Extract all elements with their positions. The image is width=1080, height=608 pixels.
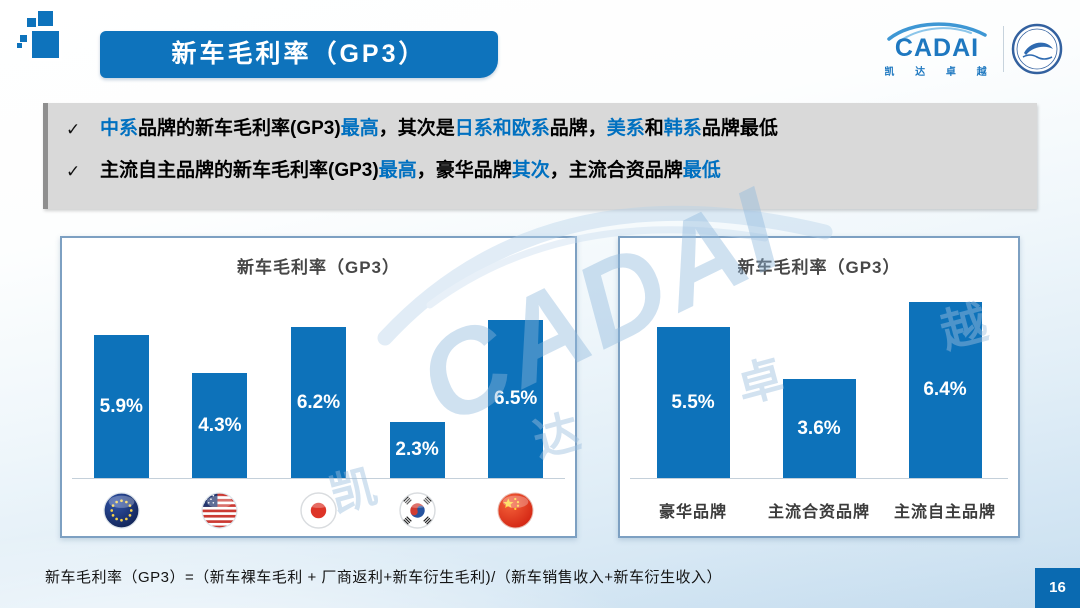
bullet-list: ✓ 中系品牌的新车毛利率(GP3)最高，其次是日系和欧系品牌，美系和韩系品牌最低 ✓… — [48, 103, 1037, 185]
eu-flag-icon — [103, 491, 140, 529]
org-badge-icon — [1011, 23, 1063, 75]
bullet-item: ✓ 中系品牌的新车毛利率(GP3)最高，其次是日系和欧系品牌，美系和韩系品牌最低 — [66, 116, 1019, 143]
chart-plot: 5.9% 4.3% 6.2% 2.3% 6.5% — [72, 282, 565, 479]
chart-plot: 5.5% 3.6% 6.4% — [630, 282, 1008, 479]
bar-日系: 6.2% — [290, 327, 346, 478]
bar-美系: 4.3% — [192, 373, 248, 478]
slide-title: 新车毛利率（GP3） — [171, 40, 427, 68]
bar-value-label: 2.3% — [395, 439, 439, 460]
bar-主流自主品牌: 6.4% — [908, 302, 982, 478]
logo-brand-cn-text: 凯 达 卓 越 — [884, 67, 996, 78]
bar-value-label: 6.4% — [923, 379, 967, 400]
cadai-logo: CADAI 凯 达 卓 越 — [878, 18, 996, 80]
key-findings-box: ✓ 中系品牌的新车毛利率(GP3)最高，其次是日系和欧系品牌，美系和韩系品牌最低 ✓… — [43, 103, 1037, 209]
bar-value-label: 3.6% — [797, 417, 841, 439]
chart-panel-by-brand-type: 新车毛利率（GP3） 5.5% 3.6% 6.4% 豪华品牌 主流合资品牌 主流自主品牌 — [618, 236, 1020, 538]
bar-value-label: 4.3% — [198, 414, 242, 436]
page-number: 16 — [1049, 579, 1066, 596]
slide-title-banner: 新车毛利率（GP3） — [100, 31, 498, 78]
bar-韩系: 2.3% — [389, 422, 445, 478]
check-icon: ✓ — [66, 162, 81, 181]
logo-brand-text: CADAI — [894, 34, 980, 62]
category-row — [72, 484, 565, 536]
korea-flag-icon — [398, 491, 436, 529]
bar-欧系: 5.9% — [93, 335, 149, 478]
footer-formula: 新车毛利率（GP3）=（新车裸车毛利 + 厂商返利+新车衍生毛利)/（新车销售收… — [45, 569, 723, 586]
car-swoosh-icon — [887, 22, 987, 41]
usa-flag-icon — [201, 491, 238, 529]
page-number-badge: 16 — [1035, 568, 1080, 608]
category-label: 豪华品牌 — [658, 504, 727, 521]
bar-value-label: 5.5% — [671, 391, 715, 413]
japan-flag-icon — [300, 491, 337, 529]
bullet-text: 主流自主品牌的新车毛利率(GP3)最高，豪华品牌其次，主流合资品牌最低 — [100, 160, 721, 181]
bar-value-label: 6.5% — [494, 388, 538, 409]
category-row: 豪华品牌 主流合资品牌 主流自主品牌 — [630, 484, 1008, 536]
bar-主流合资品牌: 3.6% — [782, 379, 856, 478]
check-icon: ✓ — [66, 120, 81, 139]
bar-value-label: 5.9% — [99, 395, 143, 417]
logo-divider — [1003, 26, 1004, 72]
china-flag-icon — [497, 492, 534, 528]
chart-title: 新车毛利率（GP3） — [236, 258, 401, 277]
bar-中系: 6.5% — [488, 320, 544, 478]
bar-value-label: 6.2% — [296, 391, 341, 413]
category-label: 主流合资品牌 — [767, 504, 870, 521]
bullet-text: 中系品牌的新车毛利率(GP3)最高，其次是日系和欧系品牌，美系和韩系品牌最低 — [100, 118, 778, 139]
bullet-item: ✓ 主流自主品牌的新车毛利率(GP3)最高，豪华品牌其次，主流合资品牌最低 — [66, 158, 1019, 185]
chart-title: 新车毛利率（GP3） — [737, 258, 901, 277]
chart-panel-by-region: 新车毛利率（GP3） 5.9% 4.3% 6.2% 2.3% 6.5% — [60, 236, 577, 538]
bar-豪华品牌: 5.5% — [656, 327, 730, 478]
category-label: 主流自主品牌 — [893, 504, 996, 521]
